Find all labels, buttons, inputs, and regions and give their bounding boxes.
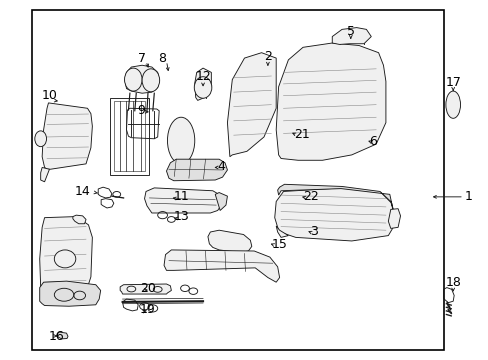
Text: 10: 10 <box>41 89 57 102</box>
Polygon shape <box>73 215 86 224</box>
Polygon shape <box>207 230 251 252</box>
Polygon shape <box>277 184 392 211</box>
Text: 7: 7 <box>138 51 146 64</box>
Text: 4: 4 <box>217 160 225 173</box>
Polygon shape <box>125 65 159 93</box>
Bar <box>114 101 145 171</box>
Ellipse shape <box>445 91 460 118</box>
Polygon shape <box>227 53 276 157</box>
Text: 13: 13 <box>173 210 189 223</box>
Text: 21: 21 <box>294 127 309 141</box>
Polygon shape <box>166 159 227 181</box>
Polygon shape <box>57 332 68 339</box>
Text: 19: 19 <box>140 303 155 316</box>
Text: 17: 17 <box>445 76 460 89</box>
Text: 3: 3 <box>309 225 317 238</box>
Ellipse shape <box>54 250 76 268</box>
Text: 18: 18 <box>445 276 460 289</box>
Text: 1: 1 <box>464 190 472 203</box>
Polygon shape <box>120 284 171 294</box>
Polygon shape <box>40 281 101 306</box>
Text: 9: 9 <box>137 104 145 117</box>
Polygon shape <box>276 226 288 237</box>
Polygon shape <box>215 193 227 211</box>
Polygon shape <box>194 68 211 100</box>
Text: 16: 16 <box>48 330 64 343</box>
Text: 22: 22 <box>303 190 318 203</box>
Text: 14: 14 <box>74 185 90 198</box>
Bar <box>110 98 149 175</box>
Ellipse shape <box>142 69 159 92</box>
Polygon shape <box>40 217 92 297</box>
Text: 2: 2 <box>264 50 271 63</box>
Text: 20: 20 <box>140 282 155 295</box>
Polygon shape <box>42 103 92 169</box>
Polygon shape <box>274 188 394 241</box>
Text: 12: 12 <box>195 69 210 82</box>
Polygon shape <box>163 250 279 282</box>
Ellipse shape <box>194 77 211 98</box>
Polygon shape <box>331 28 370 44</box>
Bar <box>32 10 444 350</box>
Polygon shape <box>144 188 222 213</box>
Polygon shape <box>387 209 400 228</box>
Text: 15: 15 <box>271 238 286 251</box>
Polygon shape <box>276 43 385 160</box>
Text: 11: 11 <box>173 190 189 203</box>
Text: 8: 8 <box>158 51 166 64</box>
Ellipse shape <box>35 131 46 147</box>
Polygon shape <box>41 167 49 182</box>
Text: 6: 6 <box>368 135 376 148</box>
Text: 5: 5 <box>346 25 354 38</box>
Ellipse shape <box>167 117 194 164</box>
Ellipse shape <box>124 68 142 91</box>
